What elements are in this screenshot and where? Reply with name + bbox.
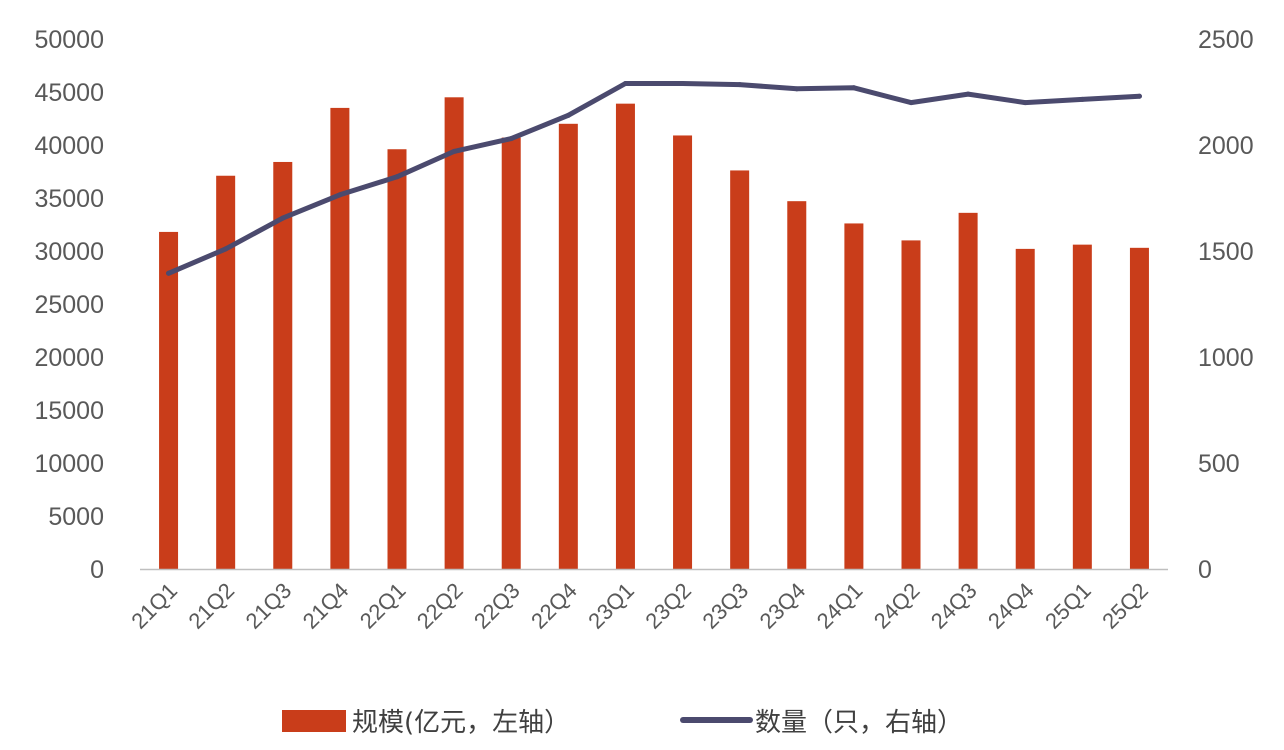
category-label: 25Q1 <box>1040 578 1096 634</box>
line-point <box>1136 93 1142 99</box>
bar <box>673 135 693 569</box>
bar <box>1129 247 1149 569</box>
series-line <box>166 81 1142 276</box>
left-tick-label: 45000 <box>34 79 104 107</box>
left-tick-label: 15000 <box>34 397 104 425</box>
line-point <box>680 81 686 87</box>
bar <box>159 231 179 570</box>
line-point <box>565 112 571 118</box>
right-tick-label: 1000 <box>1198 344 1254 372</box>
category-label: 23Q3 <box>697 578 753 634</box>
right-tick-label: 2500 <box>1198 26 1254 54</box>
line-point <box>394 174 400 180</box>
left-tick-label: 30000 <box>34 238 104 266</box>
right-axis: 0 500 1000 1500 2000 2500 <box>1198 26 1254 584</box>
left-tick-label: 20000 <box>34 344 104 372</box>
bar <box>615 103 635 569</box>
category-axis: 21Q1 21Q2 21Q3 21Q4 22Q1 22Q2 22Q3 22Q4 23Q1 23Q2… <box>126 578 1153 634</box>
bar <box>844 223 864 569</box>
line-point <box>851 85 857 91</box>
category-label: 23Q1 <box>583 578 639 634</box>
left-axis: 0 5000 10000 15000 20000 25000 30000 35000 40000… <box>34 26 104 584</box>
category-label: 24Q4 <box>983 578 1039 634</box>
bar <box>901 240 921 569</box>
left-tick-label: 35000 <box>34 185 104 213</box>
line-point <box>166 270 172 276</box>
legend: 规模(亿元，左轴） 数量（只，右轴） <box>282 708 963 738</box>
left-tick-label: 0 <box>90 556 104 584</box>
category-label: 21Q1 <box>126 578 182 634</box>
category-label: 22Q4 <box>526 578 582 634</box>
right-tick-label: 0 <box>1198 556 1212 584</box>
left-tick-label: 10000 <box>34 450 104 478</box>
category-label: 21Q2 <box>183 578 239 634</box>
category-label: 24Q2 <box>869 578 925 634</box>
line-point <box>965 91 971 97</box>
right-tick-label: 1500 <box>1198 238 1254 266</box>
category-label: 23Q2 <box>640 578 696 634</box>
bar <box>330 107 350 570</box>
category-label: 22Q2 <box>412 578 468 634</box>
bar <box>958 212 978 569</box>
line-point <box>737 82 743 88</box>
bar <box>558 123 578 570</box>
bar <box>1072 244 1092 569</box>
category-label: 24Q3 <box>926 578 982 634</box>
line-point <box>223 246 229 252</box>
line-point <box>451 148 457 154</box>
bar <box>273 161 293 569</box>
category-label: 23Q4 <box>755 578 811 634</box>
right-tick-label: 2000 <box>1198 132 1254 160</box>
line-point <box>794 86 800 92</box>
bar <box>1015 248 1035 569</box>
category-label: 22Q1 <box>355 578 411 634</box>
legend-bar-label: 规模(亿元，左轴） <box>352 708 570 738</box>
legend-line-label: 数量（只，右轴） <box>755 708 963 738</box>
right-tick-label: 500 <box>1198 450 1240 478</box>
category-label: 25Q2 <box>1097 578 1153 634</box>
bar <box>787 201 807 569</box>
bar <box>444 97 464 570</box>
category-label: 22Q3 <box>469 578 525 634</box>
line-series <box>166 81 1142 276</box>
legend-bar-swatch <box>282 710 346 732</box>
line-point <box>1022 100 1028 106</box>
bar <box>501 137 521 569</box>
bar <box>387 149 407 570</box>
line-point <box>280 215 286 221</box>
left-tick-label: 25000 <box>34 291 104 319</box>
line-point <box>337 192 343 198</box>
left-tick-label: 50000 <box>34 26 104 54</box>
line-point <box>908 100 914 106</box>
line-point <box>622 81 628 87</box>
line-point <box>1079 96 1085 102</box>
left-tick-label: 5000 <box>48 503 104 531</box>
left-tick-label: 40000 <box>34 132 104 160</box>
category-label: 21Q4 <box>298 578 354 634</box>
bar <box>216 175 236 570</box>
category-label: 24Q1 <box>812 578 868 634</box>
bar <box>730 170 750 569</box>
line-point <box>508 136 514 142</box>
bar-series <box>159 97 1149 570</box>
category-label: 21Q3 <box>241 578 297 634</box>
